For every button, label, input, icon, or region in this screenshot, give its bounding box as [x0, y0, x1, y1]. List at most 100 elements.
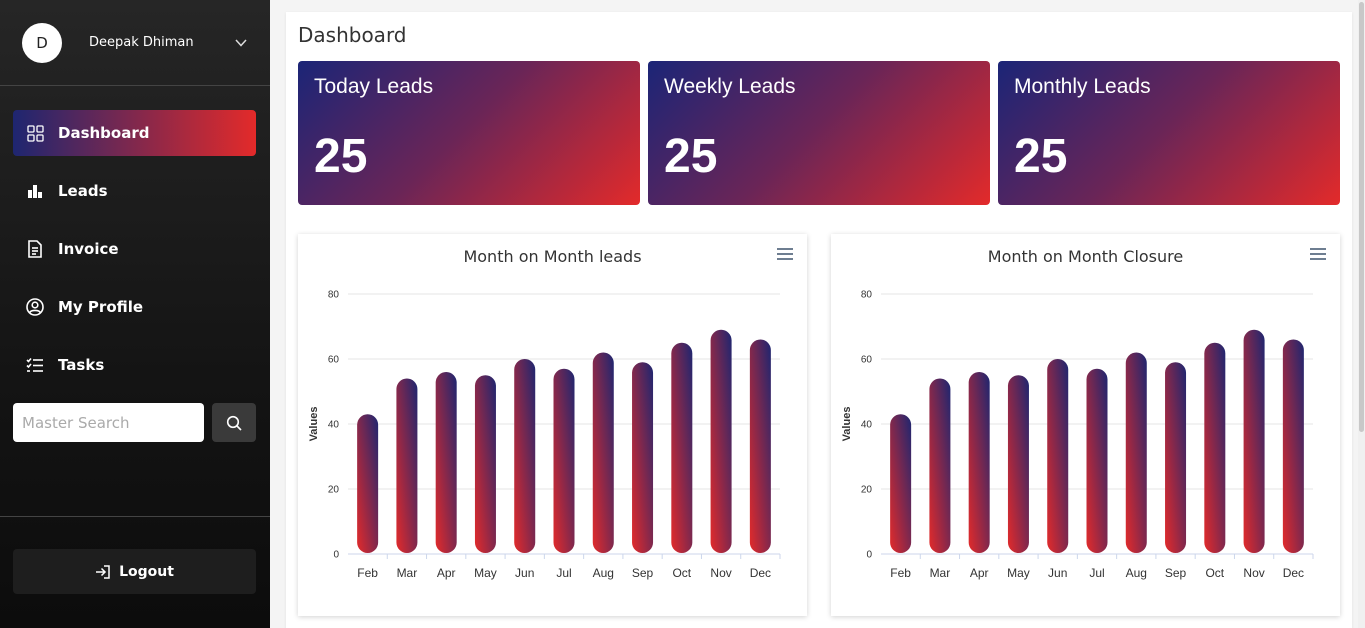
bar-aug[interactable] [592, 352, 614, 554]
x-tick-label: Jun [515, 566, 534, 580]
stat-card-value: 25 [314, 130, 368, 183]
bar-jul[interactable] [1086, 368, 1108, 553]
chevron-down-icon[interactable] [234, 36, 248, 50]
scrollbar[interactable] [1358, 0, 1365, 628]
sidebar-item-my-profile[interactable]: My Profile [13, 284, 256, 330]
y-axis-label: Values [308, 407, 320, 442]
bar-feb[interactable] [890, 414, 912, 553]
bar-sep[interactable] [1165, 362, 1187, 553]
x-tick-label: May [474, 566, 497, 580]
y-tick-label: 60 [328, 355, 340, 366]
x-tick-label: Aug [1126, 566, 1147, 580]
chart-month-on-month-leads: Month on Month leads 0 20 40 60 80 Values Feb M… [298, 234, 807, 616]
stat-card-monthly-leads: Monthly Leads 25 [998, 61, 1340, 205]
y-tick-label: 60 [861, 355, 873, 366]
sidebar-item-label: My Profile [58, 298, 144, 316]
bar-oct[interactable] [671, 342, 693, 553]
chart-title: Month on Month Closure [987, 247, 1184, 266]
avatar[interactable]: D [22, 22, 62, 63]
bar-mar[interactable] [929, 378, 951, 554]
y-axis-label: Values [841, 407, 853, 442]
x-tick-label: Mar [397, 566, 418, 580]
bar-chart-icon [26, 182, 44, 200]
stat-card-label: Monthly Leads [1014, 75, 1151, 98]
x-tick-label: Jul [1089, 566, 1104, 580]
page-title: Dashboard [298, 23, 407, 47]
invoice-icon [26, 240, 44, 258]
y-tick-label: 20 [328, 485, 340, 496]
x-tick-label: Nov [710, 566, 731, 580]
stat-card-label: Weekly Leads [664, 75, 796, 98]
main-content: Dashboard Today Leads 25 Weekly Leads 25… [286, 12, 1352, 628]
stat-card-value: 25 [1014, 130, 1068, 183]
master-search [13, 403, 256, 442]
y-tick-label: 20 [861, 485, 873, 496]
x-tick-label: Sep [1165, 566, 1187, 580]
sidebar-item-label: Invoice [58, 240, 119, 258]
chart-plot: 0 20 40 60 80 Values Feb Mar Apr May Jun Jul Aug Sep O… [308, 290, 781, 580]
y-tick-label: 80 [861, 290, 873, 301]
sidebar-item-tasks[interactable]: Tasks [13, 342, 256, 388]
sidebar-nav: Dashboard Leads Invoice [0, 86, 270, 388]
x-tick-label: Dec [750, 566, 771, 580]
task-list-icon [26, 356, 44, 374]
user-menu[interactable]: D Deepak Dhiman [0, 0, 270, 86]
bar-aug[interactable] [1125, 352, 1147, 554]
x-tick-label: Mar [930, 566, 951, 580]
bar-may[interactable] [474, 375, 496, 553]
chart-plot: 0 20 40 60 80 Values Feb Mar Apr May Jun Jul Aug Sep O… [841, 290, 1314, 580]
bar-mar[interactable] [396, 378, 418, 554]
x-tick-label: Feb [890, 566, 911, 580]
master-search-input[interactable] [13, 403, 204, 442]
grid-icon [26, 124, 44, 142]
search-icon [226, 415, 242, 431]
scrollbar-thumb[interactable] [1359, 2, 1364, 432]
stat-card-label: Today Leads [314, 75, 434, 98]
logout-button[interactable]: Logout [13, 549, 256, 594]
sidebar-divider [0, 516, 270, 517]
bar-dec[interactable] [1282, 339, 1304, 554]
x-tick-label: Apr [437, 566, 456, 580]
menu-icon[interactable] [777, 248, 793, 260]
x-tick-label: Apr [970, 566, 989, 580]
stat-card-today-leads: Today Leads 25 [298, 61, 640, 205]
bar-sep[interactable] [632, 362, 654, 553]
x-tick-label: Feb [357, 566, 378, 580]
bar-apr[interactable] [435, 372, 457, 553]
sidebar: D Deepak Dhiman Dashboard Leads [0, 0, 270, 628]
bar-oct[interactable] [1204, 342, 1226, 553]
x-tick-label: Sep [632, 566, 654, 580]
sidebar-item-label: Leads [58, 182, 108, 200]
bar-dec[interactable] [749, 339, 771, 554]
bar-may[interactable] [1007, 375, 1029, 553]
x-tick-label: Oct [672, 566, 691, 580]
user-circle-icon [26, 298, 44, 316]
x-tick-label: Nov [1243, 566, 1264, 580]
y-tick-label: 40 [861, 420, 873, 431]
bar-nov[interactable] [710, 329, 732, 553]
sidebar-item-label: Tasks [58, 356, 105, 374]
logout-icon [96, 564, 110, 579]
bar-nov[interactable] [1243, 329, 1265, 553]
y-tick-label: 40 [328, 420, 340, 431]
bar-jun[interactable] [1047, 359, 1069, 553]
y-tick-label: 0 [866, 550, 872, 561]
x-tick-label: Jul [556, 566, 571, 580]
sidebar-item-leads[interactable]: Leads [13, 168, 256, 214]
x-tick-label: Aug [593, 566, 614, 580]
bar-jun[interactable] [514, 359, 536, 553]
bar-apr[interactable] [968, 372, 990, 553]
x-tick-label: Jun [1048, 566, 1067, 580]
chart-month-on-month-closure: Month on Month Closure 0 20 40 60 80 Values Fe… [831, 234, 1340, 616]
bar-feb[interactable] [357, 414, 379, 553]
search-button[interactable] [212, 403, 256, 442]
stat-card-value: 25 [664, 130, 718, 183]
menu-icon[interactable] [1310, 248, 1326, 260]
x-tick-label: May [1007, 566, 1030, 580]
user-name[interactable]: Deepak Dhiman [89, 35, 194, 50]
sidebar-item-invoice[interactable]: Invoice [13, 226, 256, 272]
logout-label: Logout [119, 563, 174, 580]
x-tick-label: Dec [1283, 566, 1304, 580]
bar-jul[interactable] [553, 368, 575, 553]
sidebar-item-dashboard[interactable]: Dashboard [13, 110, 256, 156]
